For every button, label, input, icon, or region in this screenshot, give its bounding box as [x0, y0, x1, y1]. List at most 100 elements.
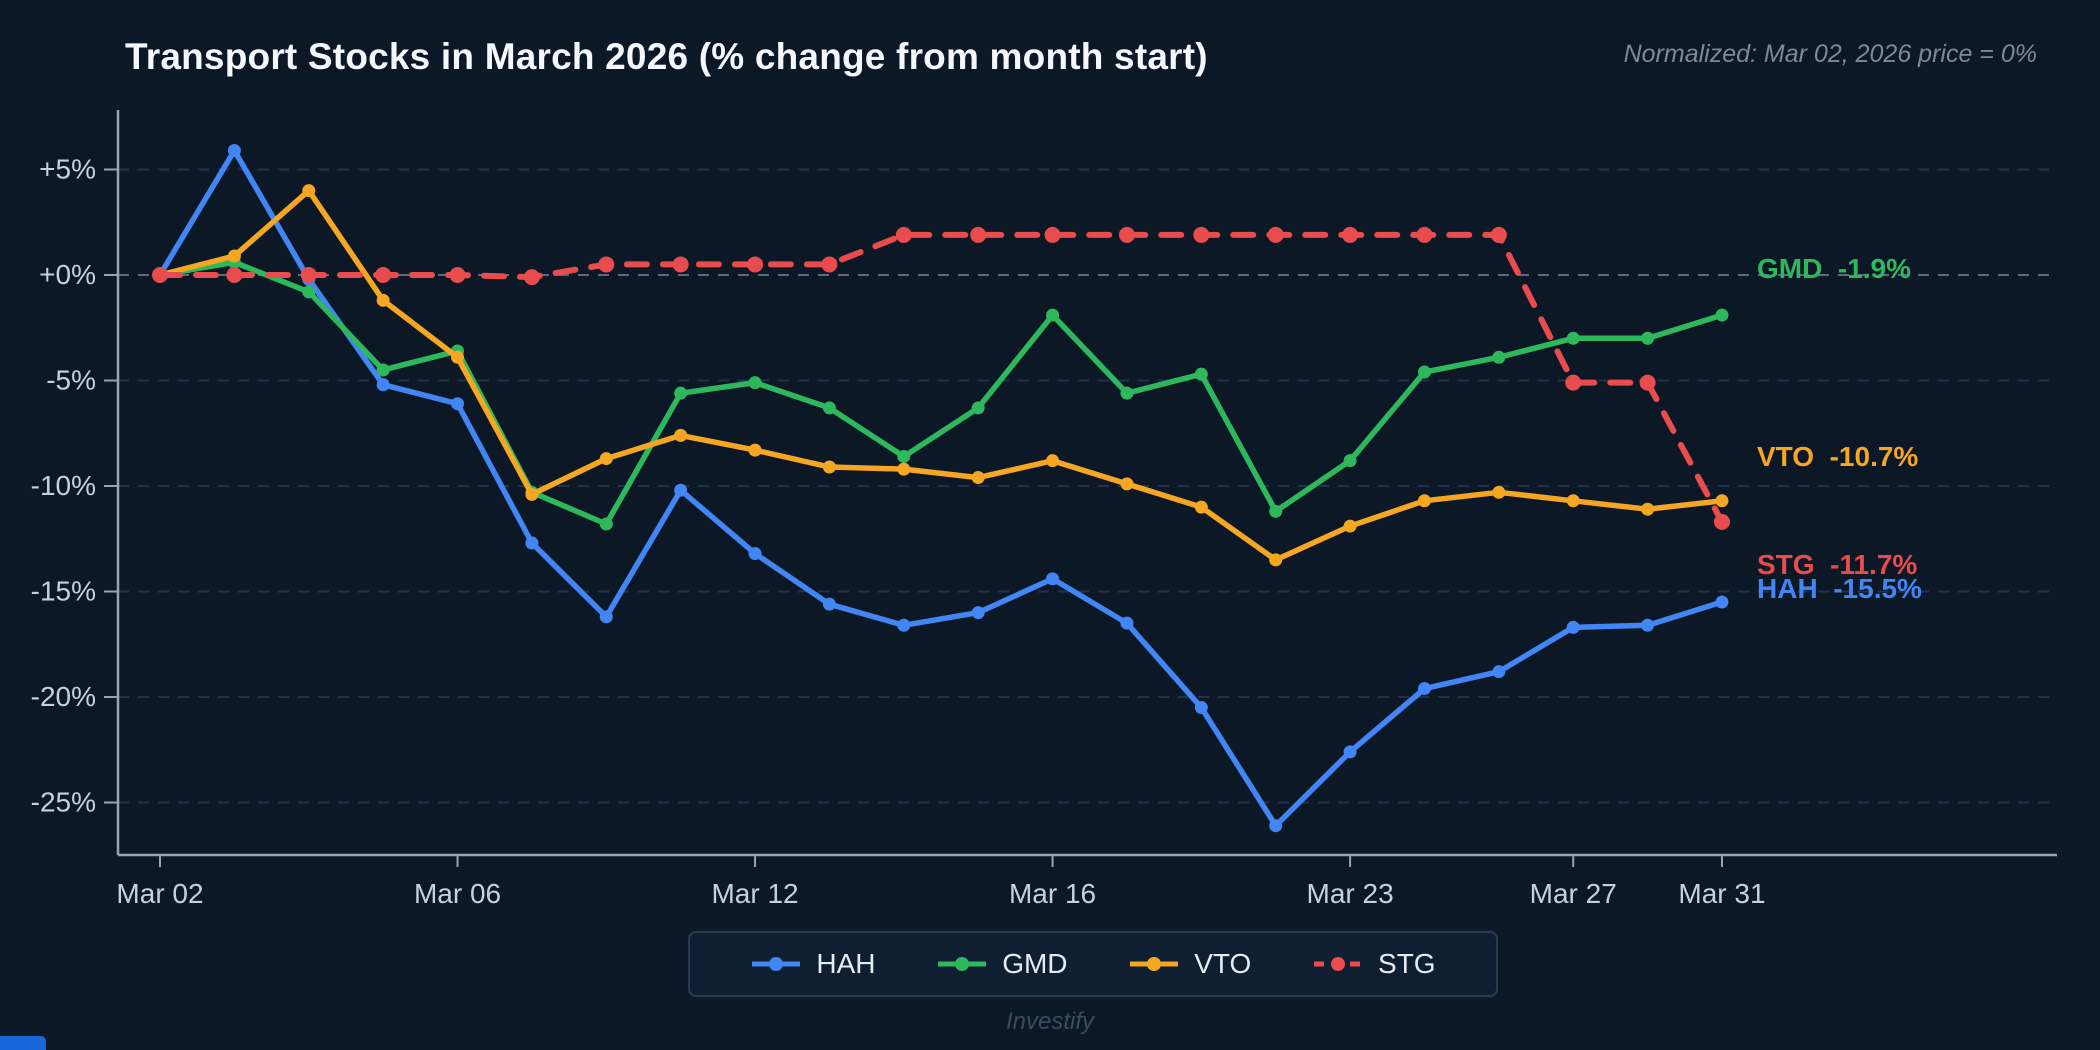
legend-label: STG: [1378, 948, 1436, 979]
legend-item-VTO[interactable]: VTO: [1128, 948, 1251, 980]
series-marker-GMD: [1194, 367, 1208, 381]
series-marker-STG: [1416, 226, 1433, 243]
series-line-VTO: [157, 187, 1725, 563]
series-marker-GMD: [748, 376, 762, 390]
series-marker-GMD: [1417, 365, 1431, 379]
series-marker-STG: [1193, 226, 1210, 243]
series-marker-VTO: [1417, 494, 1431, 508]
series-marker-VTO: [1492, 485, 1506, 499]
series-marker-STG: [1342, 226, 1359, 243]
series-marker-GMD: [302, 285, 316, 299]
series-end-label-STG: STG -11.7%: [1757, 549, 1917, 580]
series-marker-HAH: [1492, 665, 1506, 679]
legend-label: VTO: [1194, 948, 1252, 979]
x-tick-label: Mar 16: [1009, 878, 1096, 909]
series-marker-VTO: [376, 293, 390, 307]
series-marker-STG: [747, 256, 764, 273]
series-marker-GMD: [1715, 308, 1729, 322]
series-marker-GMD: [1046, 308, 1060, 322]
series-marker-STG: [375, 267, 392, 283]
series-line-STG: [157, 231, 1725, 525]
series-marker-STG: [1044, 226, 1061, 243]
series-marker-VTO: [748, 443, 762, 457]
y-tick-label: +5%: [39, 154, 96, 185]
y-tick-label: -15%: [31, 576, 96, 607]
legend-marker-icon: [1331, 957, 1346, 971]
series-marker-VTO: [227, 249, 241, 263]
x-tick-label: Mar 12: [711, 878, 798, 909]
legend-swatch-GMD: [938, 957, 987, 971]
y-tick-label: +0%: [39, 259, 96, 290]
series-marker-HAH: [376, 378, 390, 392]
chart-title: Transport Stocks in March 2026 (% change…: [125, 36, 1208, 77]
series-marker-STG: [523, 269, 540, 286]
series-marker-VTO: [1194, 500, 1208, 514]
series-marker-STG: [1490, 226, 1507, 243]
series-marker-STG: [1267, 226, 1284, 243]
x-tick-label: Mar 06: [414, 878, 501, 909]
series-marker-VTO: [451, 350, 465, 364]
series-marker-HAH: [1715, 595, 1729, 609]
series-marker-HAH: [525, 536, 539, 550]
x-tick-label: Mar 31: [1678, 878, 1765, 909]
series-marker-VTO: [822, 460, 836, 474]
series-marker-STG: [1565, 374, 1582, 391]
series-marker-VTO: [1120, 477, 1134, 491]
y-tick-label: -25%: [31, 787, 96, 818]
series-marker-STG: [300, 267, 317, 283]
series-marker-VTO: [897, 462, 911, 476]
series-marker-STG: [226, 267, 243, 283]
series-marker-GMD: [1269, 504, 1283, 518]
series-marker-STG: [895, 226, 912, 243]
series-marker-VTO: [971, 471, 985, 485]
series-marker-VTO: [1343, 519, 1357, 533]
series-marker-GMD: [1343, 454, 1357, 468]
series-line-GMD: [157, 259, 1725, 527]
series-marker-GMD: [822, 401, 836, 415]
legend-item-STG[interactable]: STG: [1312, 948, 1436, 980]
series-marker-GMD: [971, 401, 985, 415]
series-marker-GMD: [1492, 350, 1506, 364]
legend-label: GMD: [1002, 948, 1068, 979]
series-marker-STG: [152, 267, 168, 283]
legend-item-GMD[interactable]: GMD: [936, 948, 1068, 980]
series-marker-STG: [1118, 226, 1135, 243]
series-marker-GMD: [674, 386, 688, 400]
series-marker-HAH: [1417, 682, 1431, 696]
series-marker-GMD: [1120, 386, 1134, 400]
series-marker-GMD: [599, 517, 613, 531]
series-marker-STG: [1713, 513, 1730, 530]
y-tick-label: -20%: [31, 681, 96, 712]
y-tick-label: -10%: [31, 470, 96, 501]
series-marker-STG: [1639, 374, 1656, 391]
series-marker-HAH: [1194, 701, 1208, 715]
series-marker-HAH: [1566, 620, 1580, 634]
series-marker-HAH: [1343, 745, 1357, 759]
series-marker-GMD: [897, 449, 911, 463]
series-marker-HAH: [674, 483, 688, 497]
series-marker-GMD: [1641, 331, 1655, 345]
series-marker-HAH: [897, 618, 911, 632]
series-marker-GMD: [376, 363, 390, 377]
series-marker-HAH: [599, 610, 613, 624]
series-marker-STG: [449, 267, 466, 283]
series-marker-STG: [821, 256, 838, 273]
legend-label: HAH: [816, 948, 876, 979]
series-marker-VTO: [1566, 494, 1580, 508]
legend-marker-icon: [1147, 957, 1162, 971]
series-marker-GMD: [1566, 331, 1580, 345]
series-marker-HAH: [1120, 616, 1134, 630]
series-end-label-HAH: HAH -15.5%: [1757, 573, 1922, 604]
legend-swatch-STG: [1314, 957, 1363, 971]
series-marker-VTO: [302, 184, 316, 198]
legend-item-HAH[interactable]: HAH: [750, 948, 875, 980]
series-marker-HAH: [1641, 618, 1655, 632]
series-marker-STG: [672, 256, 689, 273]
series-marker-HAH: [451, 397, 465, 411]
legend-marker-icon: [769, 957, 784, 971]
series-marker-VTO: [1269, 553, 1283, 567]
x-tick-label: Mar 02: [116, 878, 203, 909]
series-marker-VTO: [674, 428, 688, 442]
x-tick-label: Mar 27: [1530, 878, 1617, 909]
